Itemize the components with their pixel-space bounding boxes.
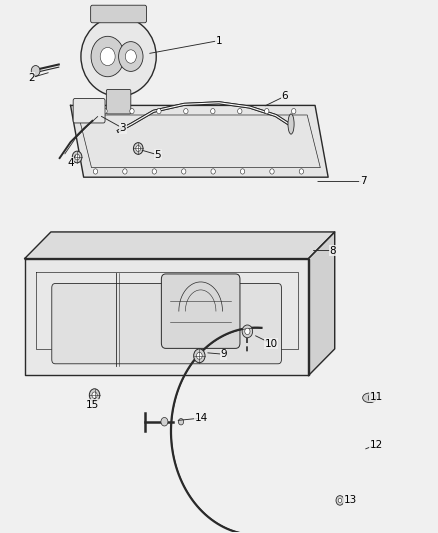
Circle shape [178,418,184,425]
Circle shape [265,109,269,114]
Circle shape [368,393,375,402]
Circle shape [211,109,215,114]
FancyBboxPatch shape [161,274,240,349]
Text: 9: 9 [220,349,227,359]
Circle shape [211,169,215,174]
Text: 10: 10 [265,338,278,349]
Text: 3: 3 [120,123,126,133]
FancyBboxPatch shape [106,90,131,114]
Circle shape [103,109,107,114]
Text: 2: 2 [28,73,35,83]
Text: 6: 6 [281,91,288,101]
Text: 11: 11 [370,392,383,402]
Circle shape [181,169,186,174]
Polygon shape [71,106,328,177]
Ellipse shape [363,393,377,402]
Circle shape [134,143,143,155]
FancyBboxPatch shape [52,284,282,364]
Circle shape [161,417,168,426]
Text: 7: 7 [360,176,367,187]
Circle shape [245,328,250,335]
Text: 13: 13 [343,495,357,505]
Ellipse shape [288,114,294,134]
Circle shape [194,349,205,363]
Circle shape [31,66,40,76]
Circle shape [237,109,242,114]
Circle shape [157,109,161,114]
Circle shape [240,169,245,174]
Circle shape [136,146,141,151]
Polygon shape [25,259,308,375]
Circle shape [89,389,100,401]
Text: 12: 12 [370,440,383,450]
Text: 15: 15 [86,400,99,410]
Circle shape [184,109,188,114]
Polygon shape [25,232,335,259]
Circle shape [119,42,143,71]
Circle shape [75,154,80,160]
Circle shape [92,392,97,398]
FancyBboxPatch shape [91,5,147,23]
Circle shape [152,169,156,174]
Circle shape [242,325,253,338]
Circle shape [197,352,202,359]
Circle shape [91,36,124,77]
Circle shape [338,498,342,503]
Text: 14: 14 [195,413,208,423]
Polygon shape [308,232,335,375]
Circle shape [270,169,274,174]
Circle shape [299,169,304,174]
Circle shape [130,109,134,114]
Text: 4: 4 [67,158,74,168]
Circle shape [125,50,136,63]
Ellipse shape [81,17,156,96]
Circle shape [123,169,127,174]
Circle shape [93,169,98,174]
FancyBboxPatch shape [73,99,105,123]
Circle shape [100,47,115,66]
Circle shape [292,109,296,114]
Circle shape [72,151,82,163]
Text: 1: 1 [215,36,223,45]
Circle shape [336,496,344,505]
Text: 5: 5 [155,150,161,160]
Text: 8: 8 [329,246,336,255]
